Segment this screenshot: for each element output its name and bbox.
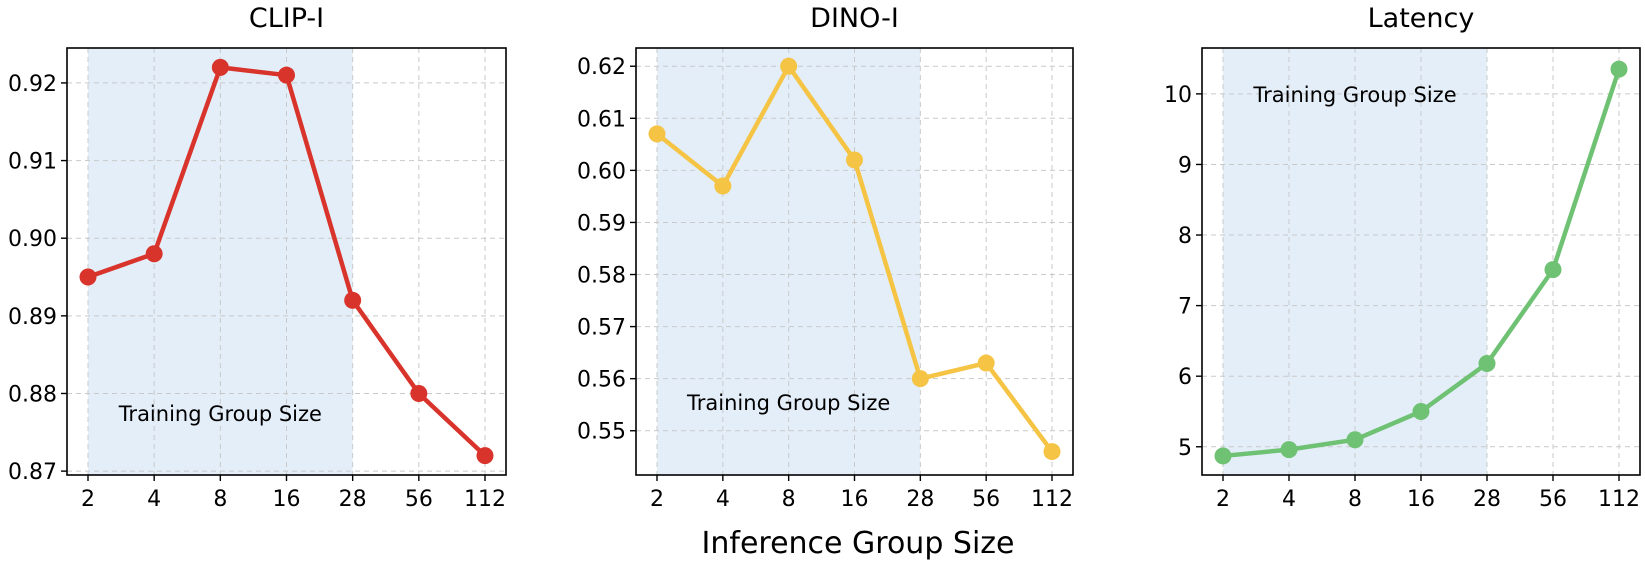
chart-title: Latency (1368, 3, 1475, 34)
y-tick-label: 0.59 (577, 211, 626, 236)
panel-1: 0.87 0.88 0.89 0.90 0.91 0.92 2 4 8 16 28 56 112 Trai… (8, 3, 507, 512)
data-point (648, 125, 666, 143)
data-point (1478, 354, 1496, 372)
data-point (714, 177, 732, 195)
y-tick-label: 7 (1178, 295, 1192, 320)
data-point (145, 245, 163, 263)
x-tick-label: 28 (339, 487, 367, 512)
data-point (1043, 443, 1061, 461)
x-tick-label: 28 (906, 487, 934, 512)
y-tick-label: 0.89 (8, 305, 57, 330)
data-point (211, 58, 229, 76)
y-tick-label: 0.91 (8, 150, 57, 175)
x-tick-label: 28 (1473, 487, 1501, 512)
data-point (911, 370, 929, 388)
chart-title: DINO-I (810, 3, 899, 34)
x-tick-label: 2 (650, 487, 664, 512)
training-group-size-annotation: Training Group Size (686, 391, 890, 415)
x-tick-label: 8 (782, 487, 796, 512)
data-point (1544, 261, 1562, 279)
y-tick-label: 0.62 (577, 55, 626, 80)
data-point (977, 354, 995, 372)
y-tick-label: 0.57 (577, 316, 626, 341)
x-tick-label: 2 (1216, 487, 1230, 512)
x-tick-label: 8 (213, 487, 227, 512)
x-tick-label: 16 (841, 487, 869, 512)
y-tick-label: 0.61 (577, 107, 626, 132)
x-tick-label: 16 (273, 487, 301, 512)
training-group-size-annotation: Training Group Size (1252, 83, 1456, 107)
x-tick-label: 4 (716, 487, 730, 512)
y-tick-label: 0.55 (577, 420, 626, 445)
data-point (79, 268, 97, 286)
shared-x-axis-label: Inference Group Size (702, 526, 1015, 561)
data-point (1412, 402, 1430, 420)
data-point (344, 291, 362, 309)
x-tick-label: 56 (405, 487, 433, 512)
panel-2: 0.55 0.56 0.57 0.58 0.59 0.60 0.61 0.62 2 4 8 16 28 5… (577, 3, 1074, 512)
y-tick-label: 0.90 (8, 227, 57, 252)
x-tick-label: 4 (1282, 487, 1296, 512)
data-point (846, 151, 863, 169)
y-tick-label: 0.60 (577, 159, 626, 184)
y-tick-label: 0.87 (8, 460, 57, 485)
y-tick-label: 8 (1178, 224, 1192, 249)
x-tick-label: 112 (1031, 487, 1073, 512)
chart-title: CLIP-I (249, 3, 324, 34)
x-tick-label: 112 (1598, 487, 1640, 512)
x-tick-label: 112 (464, 487, 506, 512)
x-tick-label: 16 (1407, 487, 1435, 512)
x-tick-label: 56 (1539, 487, 1567, 512)
data-point (1610, 60, 1628, 78)
data-point (410, 384, 428, 402)
data-point (476, 447, 494, 465)
data-point (1214, 447, 1232, 465)
y-tick-label: 0.56 (577, 368, 626, 393)
x-tick-label: 4 (147, 487, 161, 512)
y-tick-label: 0.88 (8, 382, 57, 407)
y-tick-label: 0.92 (8, 72, 57, 97)
data-point (1346, 431, 1364, 449)
y-tick-label: 5 (1178, 436, 1192, 461)
training-group-size-annotation: Training Group Size (118, 402, 322, 426)
data-point (278, 66, 295, 84)
y-tick-label: 9 (1178, 153, 1192, 178)
data-point (1280, 441, 1298, 459)
y-tick-label: 6 (1178, 365, 1192, 390)
y-tick-label: 10 (1164, 83, 1192, 108)
x-tick-label: 8 (1348, 487, 1362, 512)
y-tick-label: 0.58 (577, 264, 626, 289)
x-tick-label: 2 (81, 487, 95, 512)
data-point (780, 57, 798, 75)
x-tick-label: 56 (972, 487, 1000, 512)
